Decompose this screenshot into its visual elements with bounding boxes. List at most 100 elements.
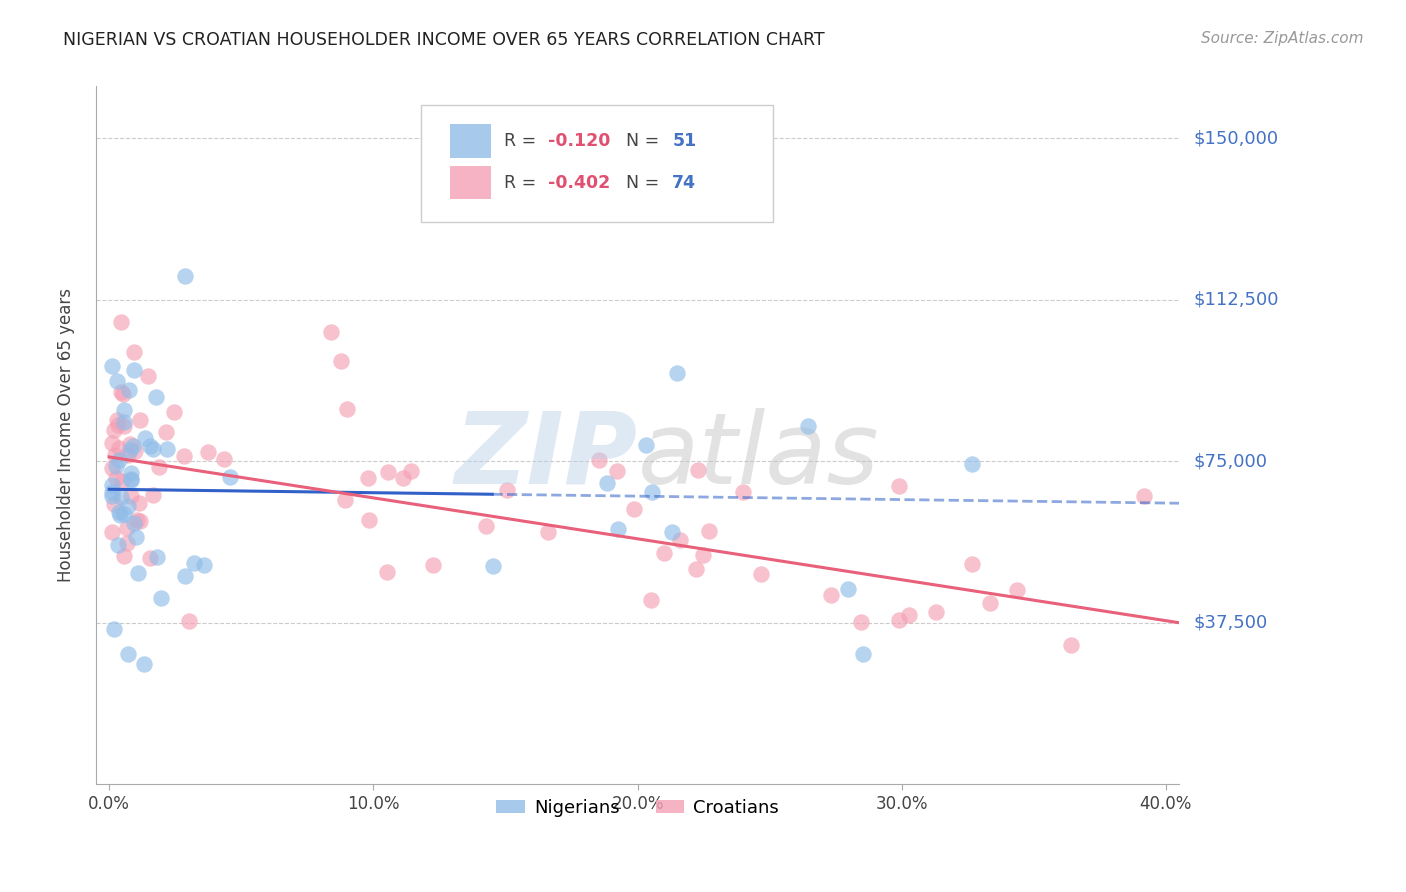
Point bbox=[120, 466, 142, 480]
Text: -0.120: -0.120 bbox=[548, 132, 610, 150]
Point bbox=[108, 453, 131, 467]
Point bbox=[749, 566, 772, 581]
Point bbox=[112, 549, 135, 564]
Point bbox=[212, 451, 235, 466]
Point bbox=[820, 588, 842, 602]
Point bbox=[377, 465, 399, 479]
Point bbox=[104, 448, 127, 462]
Point bbox=[640, 592, 662, 607]
Point bbox=[183, 557, 205, 571]
Point bbox=[392, 471, 415, 485]
Point bbox=[108, 505, 131, 519]
Point bbox=[173, 449, 195, 463]
Text: $150,000: $150,000 bbox=[1194, 129, 1278, 147]
Point bbox=[121, 439, 143, 453]
Y-axis label: Householder Income Over 65 years: Householder Income Over 65 years bbox=[58, 288, 75, 582]
Point bbox=[889, 613, 911, 627]
Point bbox=[118, 437, 141, 451]
Point bbox=[112, 386, 135, 401]
Point bbox=[537, 525, 560, 540]
Point bbox=[399, 464, 422, 478]
Point bbox=[118, 443, 141, 458]
Text: $112,500: $112,500 bbox=[1194, 291, 1278, 309]
Point bbox=[103, 497, 125, 511]
Point bbox=[665, 366, 688, 380]
Point bbox=[127, 512, 149, 526]
Point bbox=[197, 445, 219, 459]
Text: 74: 74 bbox=[672, 174, 696, 192]
Point bbox=[125, 530, 148, 544]
Point bbox=[595, 475, 617, 490]
Point bbox=[120, 474, 142, 488]
Point bbox=[103, 423, 125, 437]
Point bbox=[112, 415, 135, 429]
Point bbox=[474, 518, 496, 533]
Point bbox=[101, 359, 124, 373]
Point bbox=[163, 404, 186, 418]
Text: 51: 51 bbox=[672, 132, 696, 150]
FancyBboxPatch shape bbox=[420, 105, 773, 222]
Text: R =: R = bbox=[505, 132, 543, 150]
Point bbox=[105, 413, 128, 427]
Point bbox=[112, 403, 135, 417]
Point bbox=[128, 496, 150, 510]
Point bbox=[145, 390, 167, 404]
Point bbox=[219, 470, 242, 484]
Point bbox=[107, 441, 129, 455]
Point bbox=[669, 533, 692, 548]
Point bbox=[101, 489, 124, 503]
Point bbox=[849, 615, 872, 629]
Point bbox=[124, 516, 146, 530]
Text: N =: N = bbox=[626, 174, 665, 192]
Point bbox=[837, 582, 859, 596]
Point bbox=[101, 436, 124, 450]
Point bbox=[852, 647, 875, 661]
Point bbox=[1005, 583, 1028, 598]
Point bbox=[335, 402, 357, 417]
Point bbox=[101, 461, 124, 475]
Point bbox=[606, 464, 628, 478]
Point bbox=[142, 488, 165, 502]
FancyBboxPatch shape bbox=[450, 166, 491, 200]
Point bbox=[335, 492, 357, 507]
Point bbox=[122, 363, 145, 377]
Point bbox=[357, 513, 380, 527]
Point bbox=[193, 558, 215, 573]
Text: $75,000: $75,000 bbox=[1194, 452, 1267, 470]
Point bbox=[960, 457, 983, 471]
Point bbox=[117, 647, 139, 661]
FancyBboxPatch shape bbox=[450, 124, 491, 158]
Point bbox=[108, 508, 131, 522]
Point bbox=[117, 499, 139, 513]
Point bbox=[607, 522, 630, 536]
Point bbox=[177, 614, 200, 628]
Point bbox=[105, 459, 128, 474]
Point bbox=[422, 558, 444, 573]
Point bbox=[134, 431, 156, 445]
Point bbox=[1133, 489, 1156, 503]
Text: N =: N = bbox=[626, 132, 665, 150]
Text: NIGERIAN VS CROATIAN HOUSEHOLDER INCOME OVER 65 YEARS CORRELATION CHART: NIGERIAN VS CROATIAN HOUSEHOLDER INCOME … bbox=[63, 31, 825, 49]
Point bbox=[122, 345, 145, 359]
Legend: Nigerians, Croatians: Nigerians, Croatians bbox=[489, 792, 786, 824]
Point bbox=[101, 525, 124, 540]
Point bbox=[636, 438, 658, 452]
Point bbox=[897, 608, 920, 623]
Text: $37,500: $37,500 bbox=[1194, 614, 1267, 632]
Point bbox=[112, 419, 135, 434]
Point bbox=[110, 385, 132, 400]
Point bbox=[136, 369, 159, 384]
Point bbox=[146, 550, 169, 565]
Point bbox=[319, 325, 342, 339]
Text: ZIP: ZIP bbox=[454, 408, 637, 505]
Text: -0.402: -0.402 bbox=[548, 174, 610, 192]
Point bbox=[101, 477, 124, 491]
Point bbox=[127, 566, 149, 581]
Text: Source: ZipAtlas.com: Source: ZipAtlas.com bbox=[1201, 31, 1364, 46]
Point bbox=[329, 353, 352, 368]
Point bbox=[496, 483, 519, 497]
Point bbox=[375, 565, 398, 579]
Point bbox=[115, 535, 138, 549]
Point bbox=[107, 538, 129, 552]
Point bbox=[117, 448, 139, 462]
